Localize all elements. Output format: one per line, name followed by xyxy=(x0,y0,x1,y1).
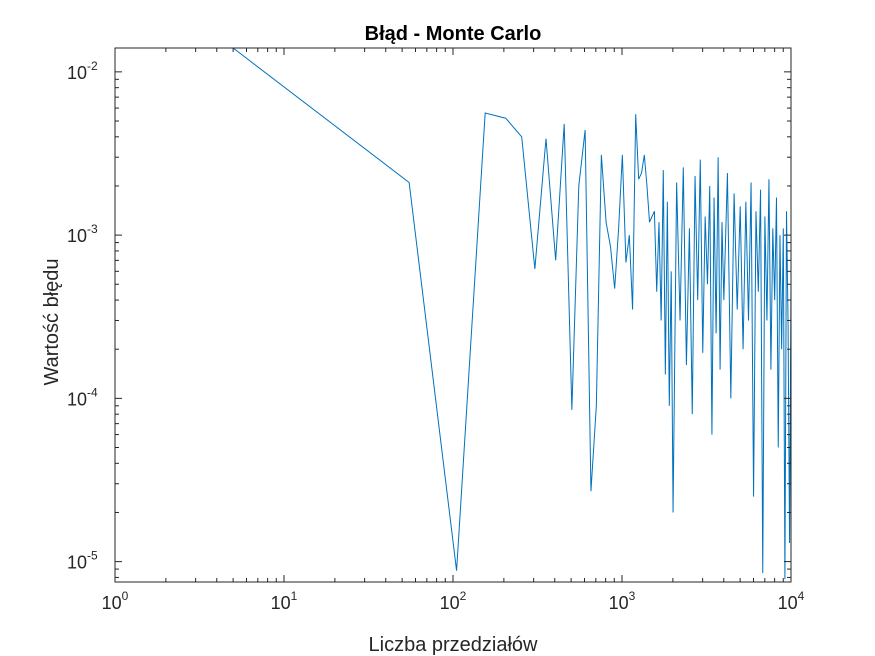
x-tick-label-exp: 0 xyxy=(122,589,129,603)
x-tick-label-base: 10 xyxy=(609,593,629,613)
x-tick-label-exp: 3 xyxy=(629,589,636,603)
y-tick-label-exp: -5 xyxy=(87,549,98,563)
axes-box xyxy=(114,47,792,583)
x-tick-label: 101 xyxy=(271,589,298,613)
y-tick-label: 10-5 xyxy=(67,549,98,573)
y-tick-label-base: 10 xyxy=(67,226,87,246)
x-tick-label-exp: 1 xyxy=(291,589,298,603)
y-tick-label: 10-2 xyxy=(67,59,98,83)
y-tick-label: 10-4 xyxy=(67,385,98,409)
y-tick-label-exp: -3 xyxy=(87,222,98,236)
y-tick-label-exp: -2 xyxy=(87,59,98,73)
x-tick-label-exp: 2 xyxy=(460,589,467,603)
x-tick-label: 104 xyxy=(778,589,805,613)
x-tick-label-base: 10 xyxy=(102,593,122,613)
x-tick-label-base: 10 xyxy=(440,593,460,613)
x-axis-label: Liczba przedziałów xyxy=(369,634,539,656)
x-tick-label-base: 10 xyxy=(778,593,798,613)
plot-area xyxy=(232,48,791,580)
x-tick-label: 102 xyxy=(440,589,467,613)
y-tick-label-base: 10 xyxy=(67,63,87,83)
axes xyxy=(114,47,792,583)
y-tick-label: 10-3 xyxy=(67,222,98,246)
y-tick-label-base: 10 xyxy=(67,389,87,409)
x-tick-label-base: 10 xyxy=(271,593,291,613)
x-tick-label: 103 xyxy=(609,589,636,613)
y-tick-label-exp: -4 xyxy=(87,385,98,399)
chart-title: Błąd - Monte Carlo xyxy=(365,23,542,45)
x-tick-label-exp: 4 xyxy=(798,589,805,603)
series-line-0 xyxy=(232,48,791,580)
x-tick-label: 100 xyxy=(102,589,129,613)
y-tick-label-base: 10 xyxy=(67,553,87,573)
y-axis-label: Wartość błędu xyxy=(41,258,63,385)
